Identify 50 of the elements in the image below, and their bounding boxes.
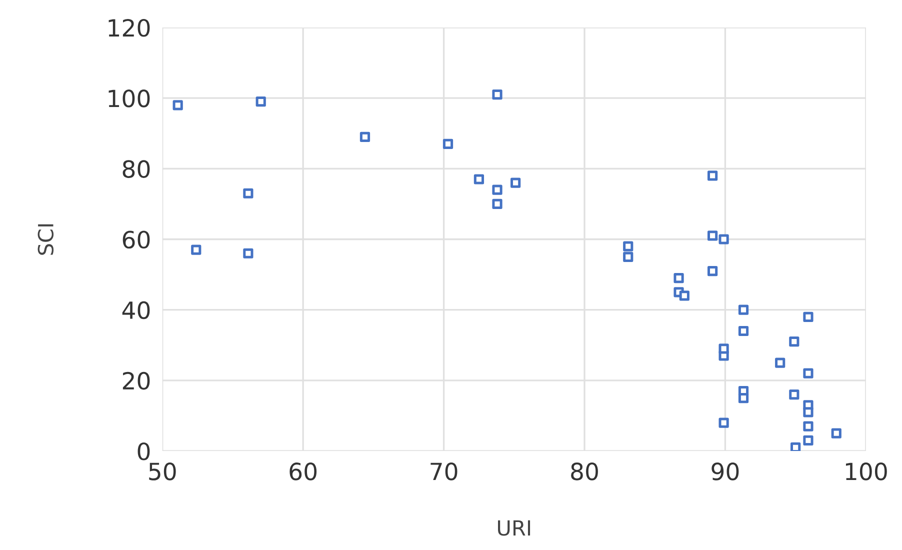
- point: [803, 421, 814, 432]
- point: [679, 290, 690, 301]
- point: [738, 393, 749, 404]
- point: [789, 336, 800, 347]
- point: [803, 368, 814, 378]
- point: [243, 248, 254, 258]
- point: [803, 312, 814, 322]
- point: [243, 188, 254, 198]
- y-axis-title: SCI: [38, 224, 54, 255]
- y-tick-label: 40: [122, 301, 150, 320]
- point: [738, 326, 749, 336]
- point: [775, 358, 786, 368]
- point: [718, 234, 729, 244]
- point: [789, 389, 800, 400]
- point: [803, 435, 814, 446]
- x-axis-title: URI: [498, 520, 530, 536]
- point: [623, 241, 634, 252]
- point: [510, 178, 521, 188]
- point: [442, 138, 454, 150]
- point: [707, 170, 718, 181]
- point: [803, 407, 814, 418]
- y-tick-label: 20: [122, 372, 150, 390]
- point: [474, 174, 484, 184]
- point: [492, 198, 502, 210]
- point: [831, 428, 842, 438]
- point: [674, 273, 684, 284]
- x-tick-label: 50: [149, 462, 176, 480]
- point: [623, 252, 634, 262]
- y-tick-label: 100: [108, 90, 150, 108]
- x-tick-label: 90: [712, 462, 739, 480]
- x-tick-label: 60: [290, 462, 317, 480]
- point: [790, 442, 801, 451]
- point: [492, 184, 502, 195]
- x-tick-label: 100: [846, 462, 887, 480]
- point: [492, 90, 502, 100]
- point: [718, 344, 729, 354]
- point: [718, 418, 729, 428]
- point: [738, 304, 749, 315]
- y-tick-label: 0: [138, 442, 150, 460]
- y-tick-label: 60: [122, 230, 150, 249]
- point: [256, 96, 266, 107]
- y-tick-label: 120: [108, 18, 150, 37]
- x-tick-label: 80: [571, 462, 598, 480]
- point: [707, 230, 718, 241]
- point: [360, 132, 370, 142]
- y-tick-label: 80: [122, 160, 150, 178]
- point: [191, 244, 202, 255]
- point: [707, 266, 718, 276]
- x-tick-label: 70: [430, 462, 458, 480]
- point: [172, 100, 183, 110]
